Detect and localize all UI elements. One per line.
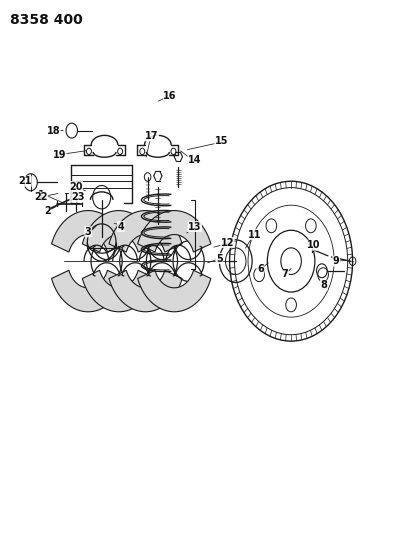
Text: 11: 11 <box>247 230 260 239</box>
Polygon shape <box>82 211 155 252</box>
Text: 19: 19 <box>53 150 66 159</box>
Polygon shape <box>109 211 182 252</box>
Text: 15: 15 <box>214 136 227 146</box>
Text: 1: 1 <box>38 190 44 199</box>
Text: 10: 10 <box>306 240 319 250</box>
Text: 7: 7 <box>281 270 288 279</box>
Text: 2: 2 <box>44 206 50 215</box>
Text: 6: 6 <box>256 264 263 274</box>
Text: 16: 16 <box>163 91 176 101</box>
Text: 9: 9 <box>332 256 339 266</box>
Text: 14: 14 <box>188 155 201 165</box>
Text: 22: 22 <box>34 192 47 202</box>
Polygon shape <box>137 270 210 312</box>
Text: 3: 3 <box>85 227 91 237</box>
Polygon shape <box>52 211 124 252</box>
Polygon shape <box>137 211 210 252</box>
Text: 17: 17 <box>145 131 158 141</box>
Polygon shape <box>82 270 155 312</box>
Text: 5: 5 <box>216 254 222 263</box>
Text: 8: 8 <box>320 280 326 290</box>
Polygon shape <box>109 270 182 312</box>
Text: 13: 13 <box>188 222 201 231</box>
Text: 12: 12 <box>220 238 234 247</box>
Text: 21: 21 <box>18 176 31 186</box>
Text: 4: 4 <box>117 222 124 231</box>
Polygon shape <box>52 270 124 312</box>
Text: 20: 20 <box>69 182 82 191</box>
Text: 23: 23 <box>71 192 84 202</box>
Text: 18: 18 <box>46 126 60 135</box>
Text: 8358 400: 8358 400 <box>10 13 83 27</box>
